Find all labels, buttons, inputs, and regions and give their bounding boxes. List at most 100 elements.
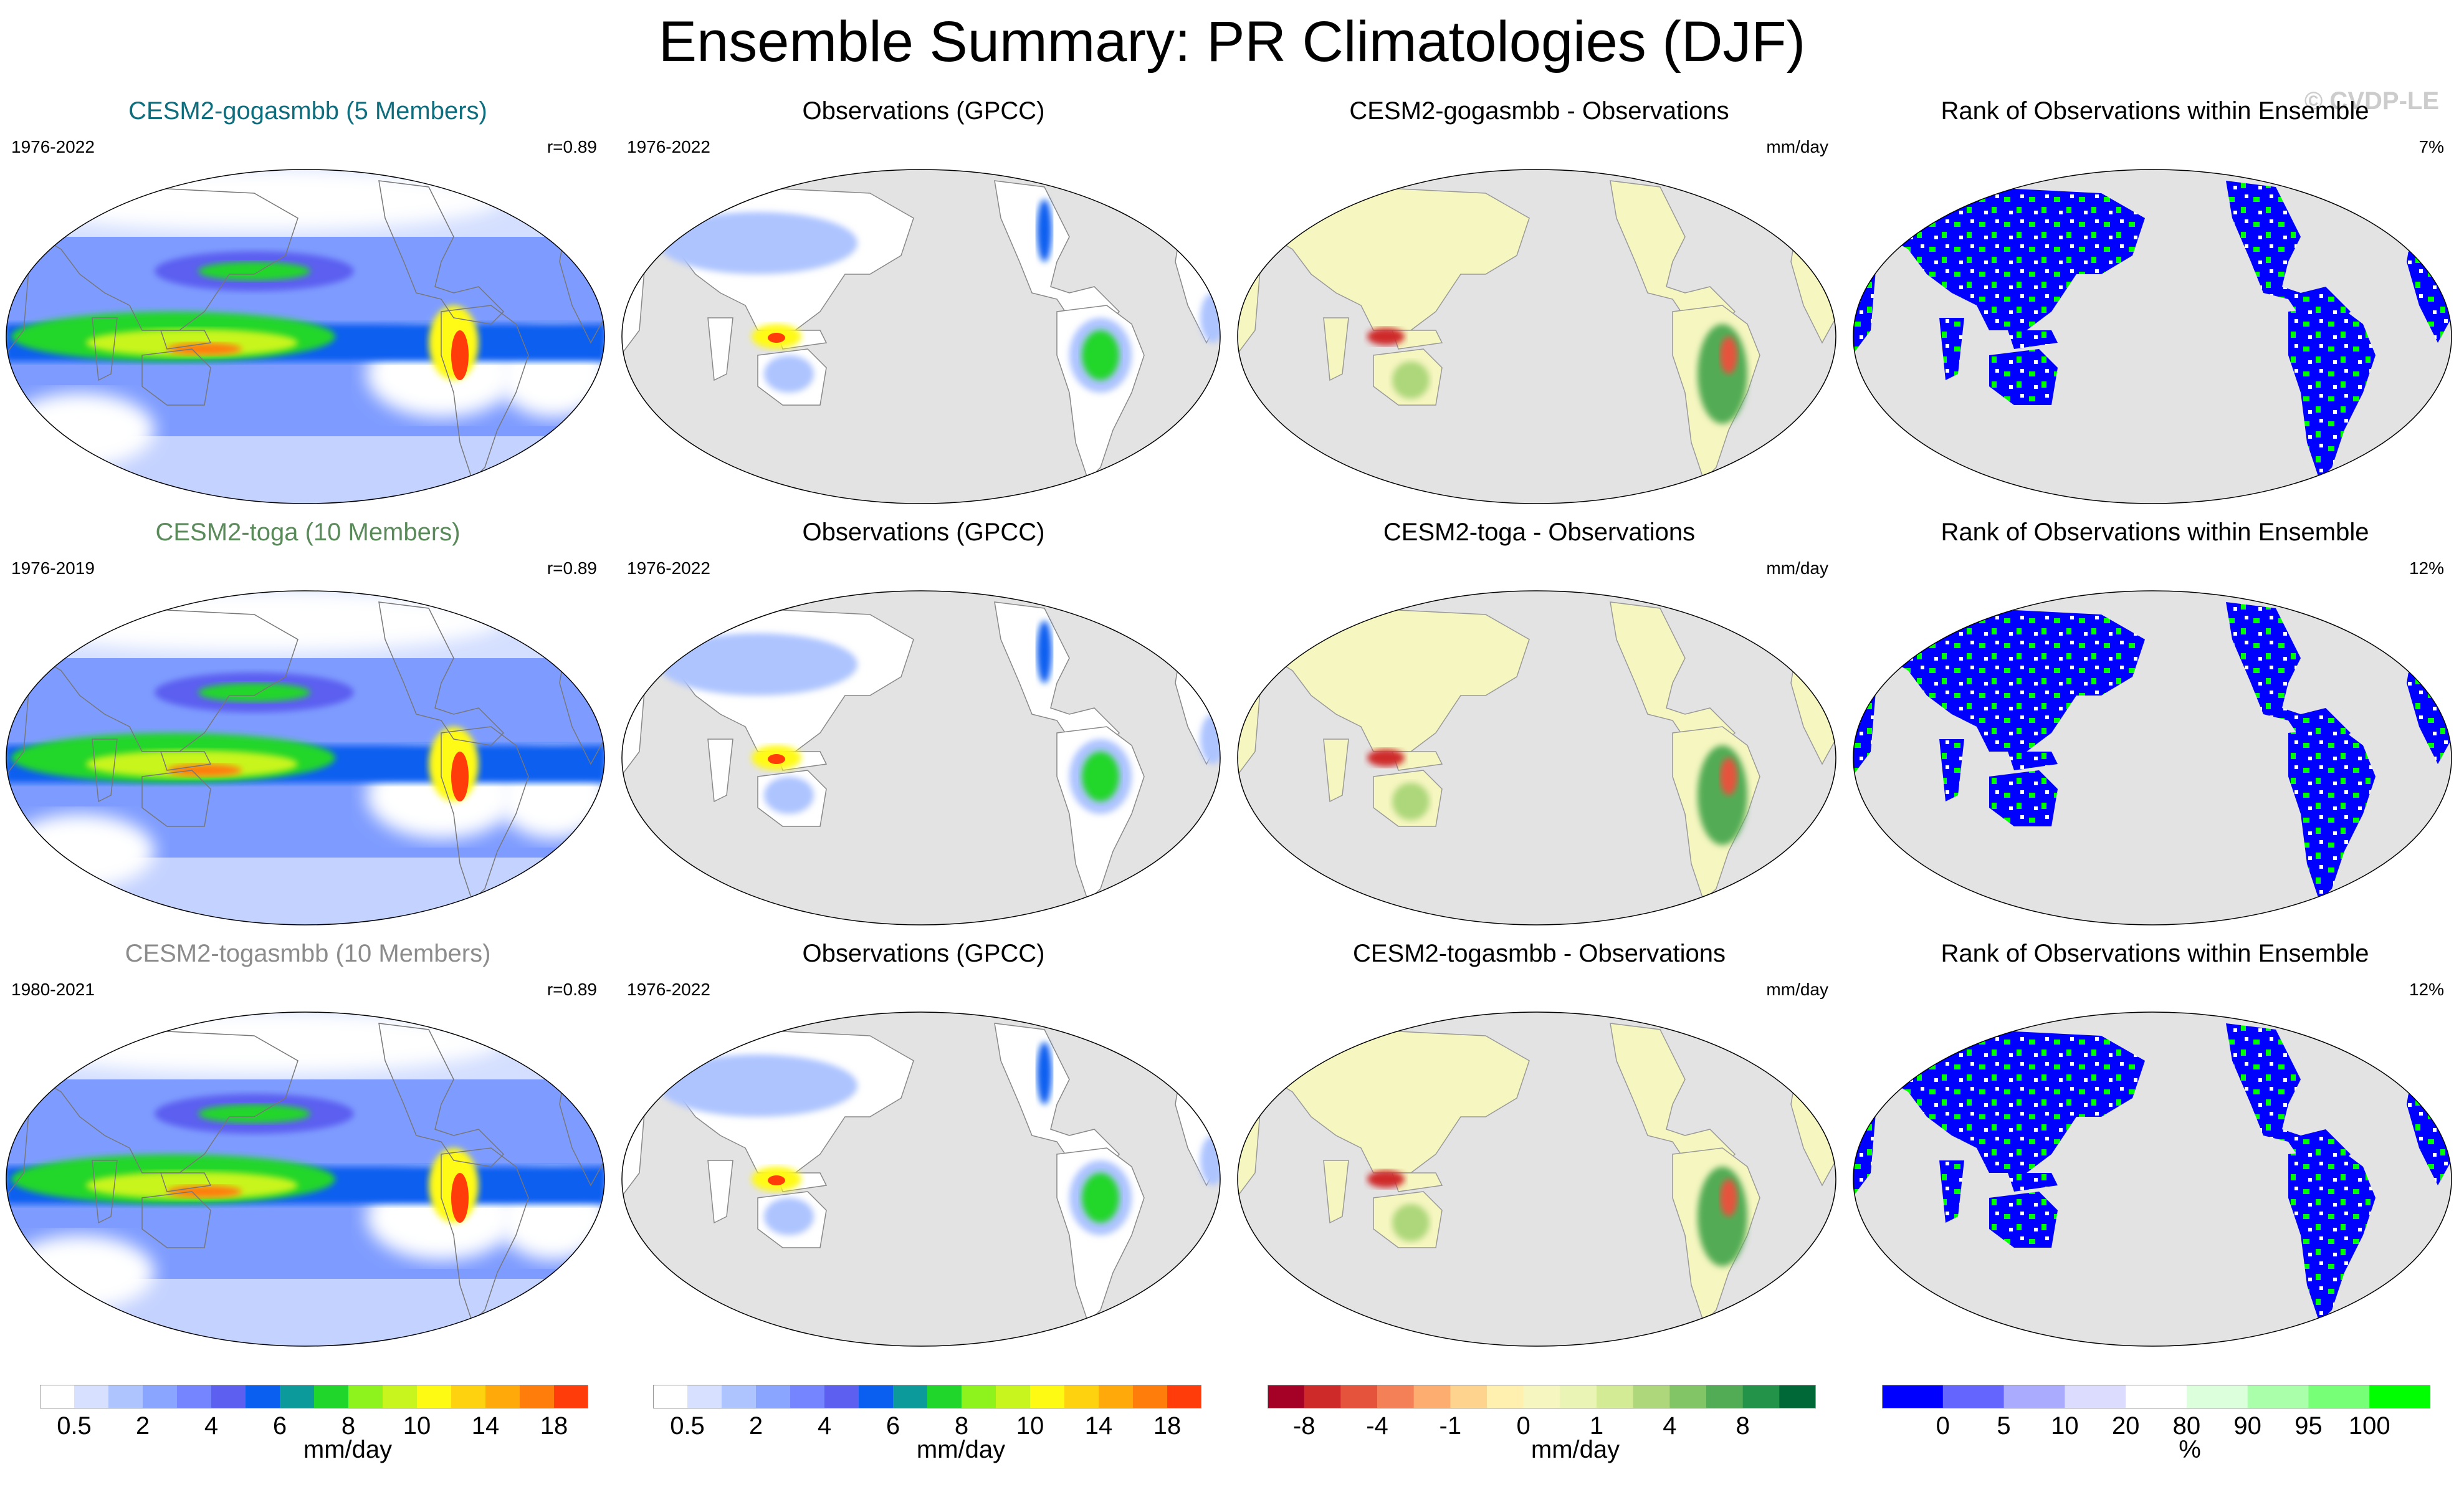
panel-model-row2: CESM2-toga (10 Members) 1976-2019 r=0.89	[0, 496, 616, 925]
colorbar-swatch	[314, 1385, 349, 1408]
colorbar-swatch	[1450, 1385, 1487, 1408]
colorbar-swatch	[1779, 1385, 1816, 1408]
colorbar-swatch	[1413, 1385, 1451, 1408]
colorbar-swatch	[2003, 1385, 2065, 1408]
colorbar-swatch	[859, 1385, 894, 1408]
colorbar-swatch	[1167, 1385, 1201, 1408]
colorbar-model: mm/day 0.5 2 4 6 8 10 14 18	[40, 1385, 656, 1478]
colorbar-swatch	[485, 1385, 520, 1408]
panel-title: Rank of Observations within Ensemble	[1941, 519, 2369, 546]
panel-title: Observations (GPCC)	[802, 940, 1045, 967]
colorbar-tick-label: 4	[204, 1412, 219, 1440]
panel-title: CESM2-toga (10 Members)	[155, 519, 461, 546]
panel-obs-row3: Observations (GPCC) 1976-2022	[616, 917, 1231, 1347]
panel-title: Observations (GPCC)	[802, 519, 1045, 546]
rank-map	[1853, 590, 2452, 925]
colorbar-tick-label: 14	[1084, 1412, 1113, 1440]
colorbar-swatches	[653, 1385, 1201, 1408]
colorbar-swatch	[1942, 1385, 2005, 1408]
colorbar-swatch	[722, 1385, 757, 1408]
colorbar-tick-label: 100	[2348, 1412, 2390, 1440]
panel-title: Observations (GPCC)	[802, 97, 1045, 125]
colorbar-swatch	[417, 1385, 452, 1408]
colorbar-tick-label: 5	[1997, 1412, 2011, 1440]
colorbar-tick-label: 10	[2051, 1412, 2079, 1440]
colorbar-unit: mm/day	[303, 1436, 393, 1463]
colorbar-swatch	[383, 1385, 418, 1408]
rank-map	[1853, 1011, 2452, 1347]
watermark: © CVDP-LE	[2304, 87, 2439, 115]
colorbar-swatch	[1268, 1385, 1305, 1408]
colorbar-tick-label: 18	[1153, 1412, 1182, 1440]
correlation-label: r=0.89	[547, 558, 597, 578]
colorbar-swatch	[1523, 1385, 1560, 1408]
colorbar-swatch	[108, 1385, 143, 1408]
panel-obs-row2: Observations (GPCC) 1976-2022	[616, 496, 1231, 925]
colorbar-swatch	[211, 1385, 246, 1408]
colorbar-tick-label: -1	[1439, 1412, 1462, 1440]
panel-title: Rank of Observations within Ensemble	[1941, 940, 2369, 967]
colorbar-swatch	[2308, 1385, 2370, 1408]
colorbar-swatch	[520, 1385, 555, 1408]
colorbar-obs: mm/day 0.5 2 4 6 8 10 14 18	[653, 1385, 1269, 1478]
colorbar-unit: mm/day	[916, 1436, 1006, 1463]
colorbar-tick-label: 90	[2233, 1412, 2261, 1440]
colorbar-tick-label: 0	[1516, 1412, 1530, 1440]
panel-title: CESM2-toga - Observations	[1383, 519, 1696, 546]
colorbar-diff: mm/day -8 -4 -1 0 1 4 8	[1268, 1385, 1883, 1478]
period-label: 1976-2022	[627, 980, 710, 999]
correlation-label: r=0.89	[547, 137, 597, 156]
colorbar-swatch	[40, 1385, 75, 1408]
colorbar-frame	[1882, 1385, 2430, 1408]
colorbar-swatch	[2247, 1385, 2309, 1408]
colorbar-swatch	[1669, 1385, 1707, 1408]
colorbar-swatch	[1742, 1385, 1780, 1408]
colorbar-swatch	[348, 1385, 383, 1408]
panel-model-row3: CESM2-togasmbb (10 Members) 1980-2021 r=…	[0, 917, 616, 1347]
colorbar-swatch	[2126, 1385, 2187, 1408]
colorbar-tick-label: 0.5	[57, 1412, 92, 1440]
period-label: 1976-2022	[11, 137, 95, 156]
colorbar-swatch	[756, 1385, 791, 1408]
model-map	[6, 590, 605, 925]
colorbar-tick-label: -4	[1366, 1412, 1388, 1440]
colorbar-swatch	[1030, 1385, 1065, 1408]
colorbar-tick-label: 2	[748, 1412, 763, 1440]
colorbar-tick-label: 2	[135, 1412, 150, 1440]
panel-title: Rank of Observations within Ensemble	[1941, 97, 2369, 125]
colorbar-tick-label: 10	[403, 1412, 431, 1440]
obs-map	[621, 1011, 1221, 1347]
model-map	[6, 1011, 605, 1347]
colorbar-tick-label: 8	[341, 1412, 356, 1440]
unit-label: mm/day	[1766, 137, 1828, 156]
colorbar-tick-label: 8	[1736, 1412, 1750, 1440]
colorbar-swatch	[2065, 1385, 2126, 1408]
rank-percent: 12%	[2409, 558, 2444, 578]
colorbar-swatch	[653, 1385, 688, 1408]
colorbar-tick-label: 95	[2294, 1412, 2323, 1440]
diff-map	[1237, 1011, 1836, 1347]
panel-title: CESM2-gogasmbb (5 Members)	[128, 97, 487, 125]
colorbar-swatch	[996, 1385, 1031, 1408]
colorbar-tick-label: 6	[886, 1412, 900, 1440]
colorbar-tick-label: 18	[540, 1412, 568, 1440]
colorbar-swatch	[1377, 1385, 1415, 1408]
colorbar-swatch	[1882, 1385, 1944, 1408]
panel-title: CESM2-gogasmbb - Observations	[1349, 97, 1729, 125]
unit-label: mm/day	[1766, 980, 1828, 999]
panel-diff-row2: CESM2-toga - Observations mm/day	[1231, 496, 1847, 925]
obs-map	[621, 169, 1221, 504]
colorbar-tick-label: 8	[954, 1412, 969, 1440]
panel-title: CESM2-togasmbb - Observations	[1352, 940, 1726, 967]
page-title: Ensemble Summary: PR Climatologies (DJF)	[658, 10, 1806, 74]
colorbar-tick-label: 14	[471, 1412, 500, 1440]
colorbar-tick-label: 0	[1936, 1412, 1950, 1440]
period-label: 1976-2022	[627, 558, 710, 578]
period-label: 1976-2022	[627, 137, 710, 156]
panel-diff-row3: CESM2-togasmbb - Observations mm/day	[1231, 917, 1847, 1347]
colorbar-tick-label: 20	[2111, 1412, 2140, 1440]
colorbar-swatch	[246, 1385, 280, 1408]
colorbar-swatch	[1560, 1385, 1597, 1408]
colorbar-swatch	[824, 1385, 859, 1408]
unit-label: mm/day	[1766, 558, 1828, 578]
